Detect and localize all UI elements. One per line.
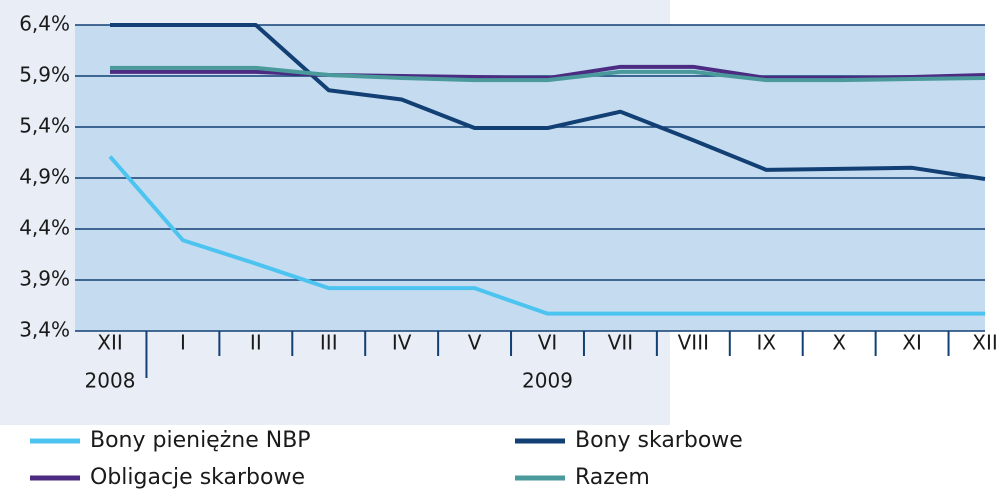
y-tick-label: 5,9%: [19, 63, 70, 87]
legend-label: Razem: [575, 465, 650, 490]
x-tick-label: III: [320, 331, 338, 355]
x-tick-label: IX: [756, 331, 776, 355]
series-line: [108, 155, 985, 316]
series-line: [110, 65, 986, 83]
x-tick-label: X: [832, 331, 846, 355]
x-tick-label: VIII: [678, 331, 709, 355]
y-tick-label: 6,4%: [19, 12, 70, 36]
x-tick-label: IV: [392, 331, 412, 355]
x-tick-label: XI: [902, 331, 922, 355]
y-tick-label: 4,9%: [19, 165, 70, 189]
x-tick-label: V: [468, 331, 482, 355]
legend-label: Bony pieniężne NBP: [90, 428, 311, 453]
x-tick-label: II: [250, 331, 262, 355]
x-tick-label: VII: [608, 331, 633, 355]
x-group-label: 2008: [85, 369, 136, 393]
x-tick-label: XII: [972, 331, 998, 355]
y-tick-label: 3,4%: [19, 318, 70, 342]
x-tick-label: VI: [538, 331, 558, 355]
x-tick-label: XII: [97, 331, 123, 355]
series-line: [110, 23, 986, 181]
legend-label: Obligacje skarbowe: [90, 465, 305, 490]
series-line: [110, 64, 986, 81]
legend-label: Bony skarbowe: [575, 428, 743, 453]
x-tick-label: I: [180, 331, 186, 355]
y-tick-label: 4,4%: [19, 216, 70, 240]
x-group-label: 2009: [522, 369, 573, 393]
y-tick-label: 5,4%: [19, 114, 70, 138]
y-tick-label: 3,9%: [19, 267, 70, 291]
